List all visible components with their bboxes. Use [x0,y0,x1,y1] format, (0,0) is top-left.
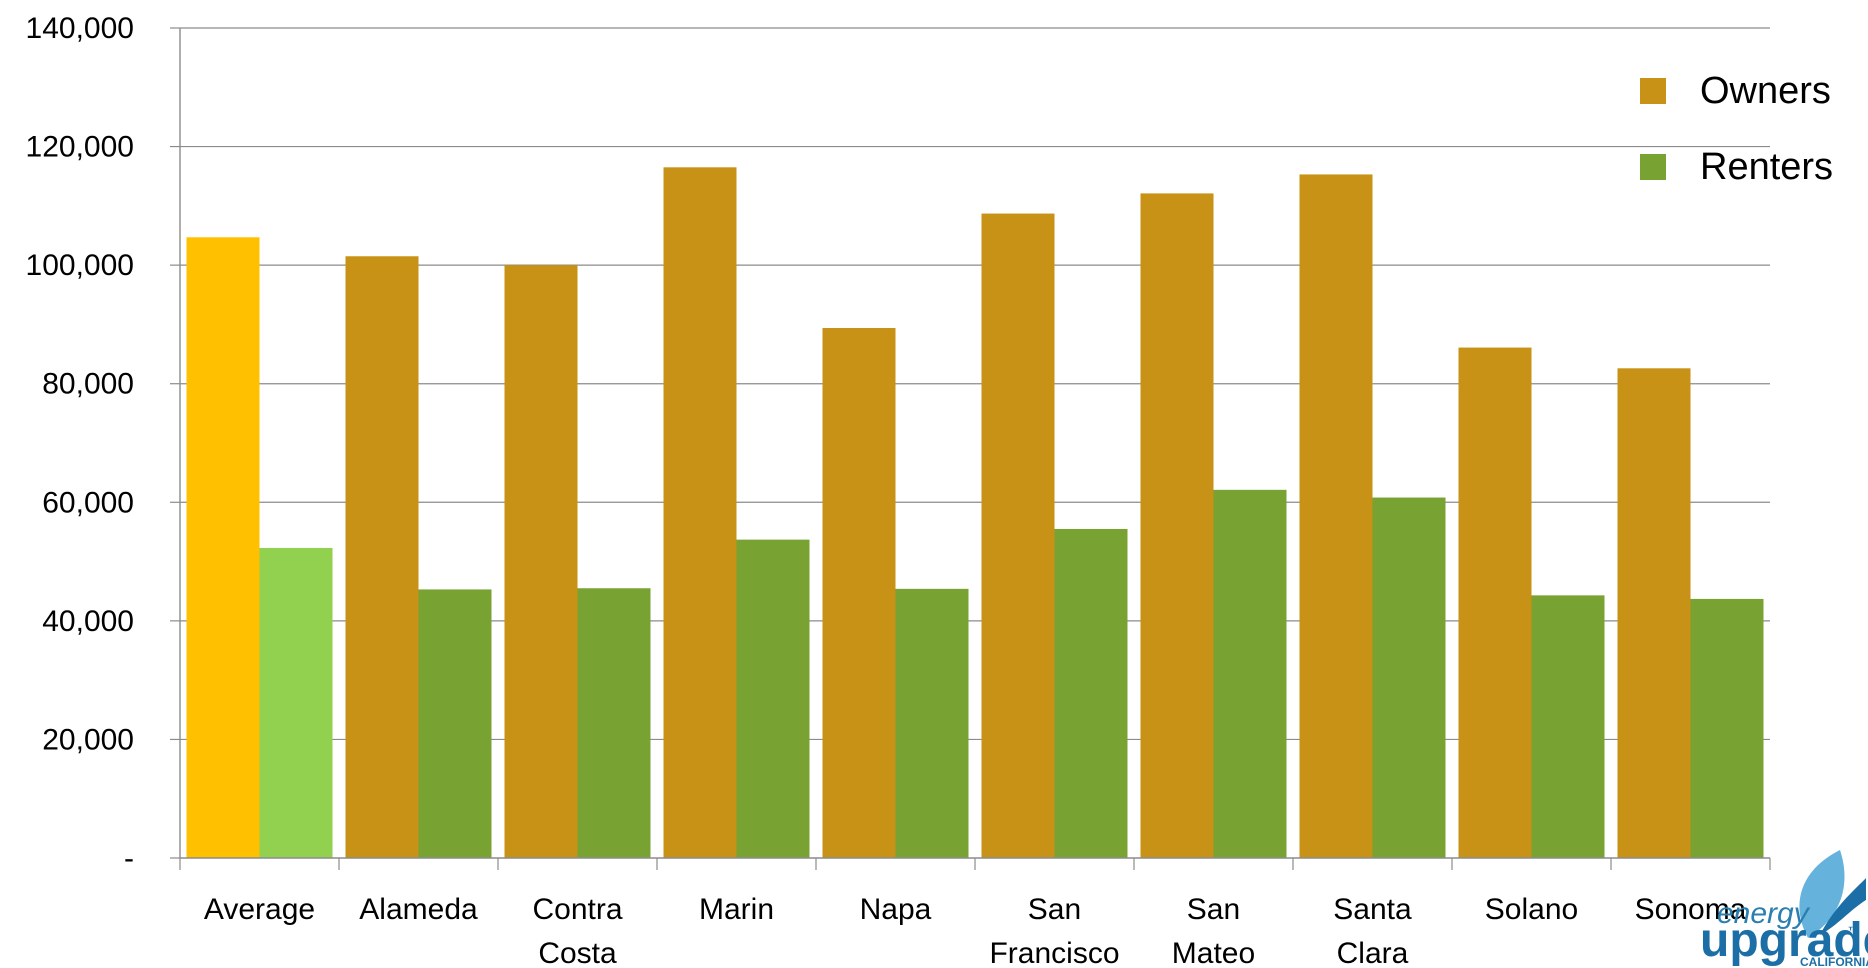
bar-owners-marin [663,167,737,859]
y-tick-label: 100,000 [26,249,134,282]
bar-owners-sonoma [1617,368,1691,858]
x-tick-label-line: San [1028,893,1081,926]
x-tick-label: Santa Clara [1333,893,1412,968]
logo-trademark-text: ™ [1848,924,1860,938]
x-tick-label-line: Santa [1333,893,1412,926]
bar-renters-marin [736,539,810,858]
bar-owners-san-mateo [1140,193,1214,858]
x-tick-label-line: Napa [860,893,932,926]
bar-owners-solano [1458,347,1532,858]
y-tick-labels: - 20,000 40,000 60,000 80,000 100,000 120,000 1… [26,12,134,875]
x-tick-label-line: Francisco [989,937,1119,968]
bar-owners-contra-costa [504,265,578,859]
energy-upgrade-logo: energy upgrade CALIFORNIA ™ [1700,850,1868,968]
bar-renters-alameda [418,589,492,858]
bar-owners-santa-clara [1299,174,1373,858]
x-tick-label: Solano [1485,893,1578,926]
bar-renters-average [259,547,333,858]
x-tick-label-line: Alameda [359,893,478,926]
x-tick-label-line: Costa [538,937,617,968]
bar-owners-napa [822,327,896,858]
legend-swatch-owners [1640,78,1666,104]
x-tick-label: San Francisco [989,893,1119,968]
x-tick-label: Alameda [359,893,478,926]
bar-renters-santa-clara [1372,497,1446,858]
y-tick-label: 120,000 [26,131,134,164]
x-tick-label-line: San [1187,893,1240,926]
bar-owners-average [186,237,260,858]
bar-renters-contra-costa [577,588,651,858]
y-tick-label: - [124,842,134,875]
x-tick-label: San Mateo [1172,893,1255,968]
x-tick-label: Sonoma [1635,893,1747,926]
x-tick-label: Marin [699,893,774,926]
bar-renters-san-mateo [1213,489,1287,858]
logo-leaf-icon [1799,850,1845,938]
x-tick-label-line: Marin [699,893,774,926]
axes [170,27,1771,870]
x-tick-label-line: Sonoma [1635,893,1747,926]
y-tick-label: 140,000 [26,12,134,45]
legend-label-renters: Renters [1700,146,1833,188]
x-tick-label: Average [204,893,315,926]
x-tick-label-line: Contra [532,893,622,926]
y-tick-label: 80,000 [42,368,134,401]
x-tick-label-line: Average [204,893,315,926]
legend-label-owners: Owners [1700,70,1831,112]
y-tick-label: 60,000 [42,486,134,519]
x-tick-label: Contra Costa [532,893,622,968]
bar-renters-san-francisco [1054,528,1128,858]
x-tick-label: Napa [860,893,932,926]
logo-swoosh-icon [1820,878,1866,935]
bars [186,167,1764,859]
bar-renters-napa [895,588,969,858]
legend: Owners Renters [1640,70,1833,188]
x-tick-label-line: Clara [1337,937,1409,968]
bar-owners-alameda [345,256,419,858]
x-tick-labels: Average Alameda Contra Costa Marin Napa San Fra… [204,893,1747,968]
bar-owners-san-francisco [981,213,1055,859]
y-tick-label: 20,000 [42,723,134,756]
logo-energy-text: energy [1717,897,1811,930]
bar-renters-solano [1531,595,1605,858]
legend-swatch-renters [1640,154,1666,180]
x-tick-label-line: Mateo [1172,937,1255,968]
x-tick-label-line: Solano [1485,893,1578,926]
y-tick-label: 40,000 [42,605,134,638]
logo-california-text: CALIFORNIA [1800,955,1868,968]
bar-renters-sonoma [1690,598,1764,858]
logo-upgrade-text: upgrade [1700,914,1868,967]
